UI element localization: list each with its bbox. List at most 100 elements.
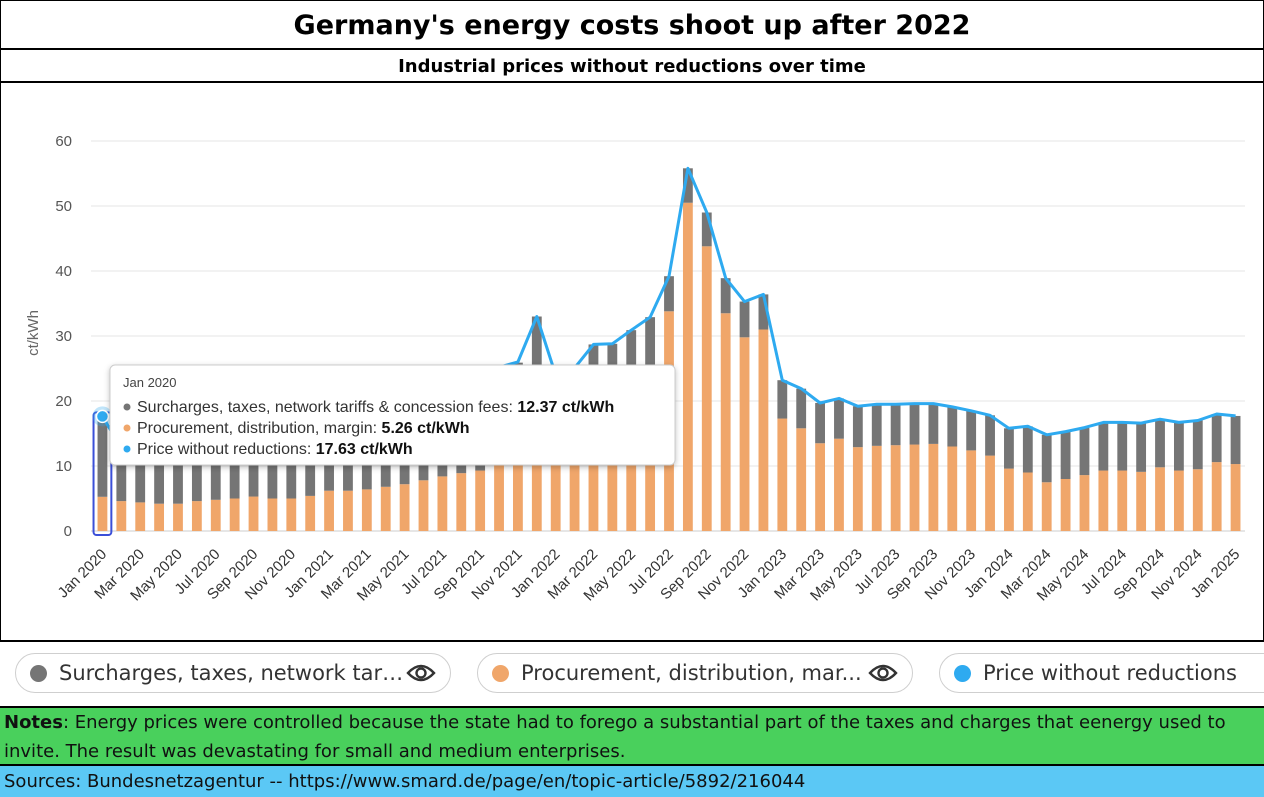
bar-surcharges[interactable] xyxy=(1117,422,1128,471)
bar-surcharges[interactable] xyxy=(97,416,108,497)
bar-surcharges[interactable] xyxy=(286,446,297,499)
bar-procurement[interactable] xyxy=(191,501,202,531)
bar-procurement[interactable] xyxy=(1004,468,1014,531)
bar-procurement[interactable] xyxy=(286,498,297,532)
bar-procurement[interactable] xyxy=(1098,470,1109,531)
bar-surcharges[interactable] xyxy=(229,446,240,499)
bar-procurement[interactable] xyxy=(210,499,221,531)
legend-item-price[interactable]: Price without reductions xyxy=(939,653,1264,693)
bar-procurement[interactable] xyxy=(1041,482,1052,531)
bar-procurement[interactable] xyxy=(418,480,429,531)
bars[interactable] xyxy=(92,168,1241,536)
bar-procurement[interactable] xyxy=(1022,472,1033,532)
bar-procurement[interactable] xyxy=(267,498,278,532)
bar-procurement[interactable] xyxy=(588,420,599,532)
bar-surcharges[interactable] xyxy=(871,404,882,446)
bar-surcharges[interactable] xyxy=(758,294,769,330)
bar-surcharges[interactable] xyxy=(154,451,165,504)
bar-surcharges[interactable] xyxy=(1230,415,1241,465)
bar-procurement[interactable] xyxy=(1173,470,1184,531)
bar-procurement[interactable] xyxy=(1211,462,1222,531)
bar-surcharges[interactable] xyxy=(531,316,542,393)
bar-procurement[interactable] xyxy=(758,329,769,532)
bar-procurement[interactable] xyxy=(928,443,939,531)
bar-surcharges[interactable] xyxy=(173,451,183,504)
hover-marker[interactable] xyxy=(95,409,110,424)
bar-surcharges[interactable] xyxy=(1060,431,1071,479)
bar-procurement[interactable] xyxy=(248,496,259,531)
bar-procurement[interactable] xyxy=(796,428,807,531)
bar-surcharges[interactable] xyxy=(947,406,958,447)
bar-surcharges[interactable] xyxy=(1211,414,1222,463)
bar-procurement[interactable] xyxy=(815,443,825,531)
bar-surcharges[interactable] xyxy=(890,404,901,446)
bar-surcharges[interactable] xyxy=(664,276,674,312)
bar-procurement[interactable] xyxy=(494,449,504,531)
bar-surcharges[interactable] xyxy=(645,317,656,395)
bar-procurement[interactable] xyxy=(890,445,901,531)
bar-procurement[interactable] xyxy=(437,476,448,531)
bar-surcharges[interactable] xyxy=(1098,422,1109,471)
bar-procurement[interactable] xyxy=(399,484,410,531)
bar-procurement[interactable] xyxy=(947,446,958,532)
bar-procurement[interactable] xyxy=(550,453,561,531)
bar-procurement[interactable] xyxy=(1060,479,1071,531)
bar-surcharges[interactable] xyxy=(248,444,259,497)
bar-procurement[interactable] xyxy=(324,490,334,531)
bar-surcharges[interactable] xyxy=(852,406,863,448)
bar-surcharges[interactable] xyxy=(116,447,127,502)
bar-surcharges[interactable] xyxy=(928,403,939,444)
bar-procurement[interactable] xyxy=(1155,467,1165,531)
bar-procurement[interactable] xyxy=(1230,464,1241,531)
bar-procurement[interactable] xyxy=(701,246,712,532)
bar-procurement[interactable] xyxy=(513,443,523,531)
bar-procurement[interactable] xyxy=(909,444,920,531)
bar-procurement[interactable] xyxy=(852,447,863,531)
bar-surcharges[interactable] xyxy=(1192,420,1203,470)
bar-procurement[interactable] xyxy=(1192,469,1203,531)
bar-surcharges[interactable] xyxy=(796,388,807,429)
bar-procurement[interactable] xyxy=(626,407,637,532)
bar-surcharges[interactable] xyxy=(682,168,693,203)
bar-procurement[interactable] xyxy=(871,445,882,531)
eye-icon[interactable] xyxy=(406,663,436,683)
bar-procurement[interactable] xyxy=(985,455,995,531)
eye-icon[interactable] xyxy=(868,663,898,683)
bar-procurement[interactable] xyxy=(97,496,108,531)
bar-surcharges[interactable] xyxy=(815,402,825,444)
bar-procurement[interactable] xyxy=(475,470,486,531)
bar-procurement[interactable] xyxy=(361,489,372,531)
bar-surcharges[interactable] xyxy=(720,278,731,314)
bar-surcharges[interactable] xyxy=(1022,426,1033,473)
bar-surcharges[interactable] xyxy=(701,212,712,247)
bar-procurement[interactable] xyxy=(777,418,788,531)
bar-procurement[interactable] xyxy=(116,501,127,531)
bar-procurement[interactable] xyxy=(739,337,750,531)
bar-surcharges[interactable] xyxy=(966,410,977,451)
bar-surcharges[interactable] xyxy=(739,301,750,338)
bar-surcharges[interactable] xyxy=(1136,423,1147,472)
bar-surcharges[interactable] xyxy=(305,443,316,496)
bar-surcharges[interactable] xyxy=(1155,419,1165,468)
bar-procurement[interactable] xyxy=(1136,471,1147,531)
bar-procurement[interactable] xyxy=(135,502,146,531)
bar-surcharges[interactable] xyxy=(1079,427,1090,476)
bar-procurement[interactable] xyxy=(720,313,731,531)
bar-procurement[interactable] xyxy=(173,503,183,531)
bar-procurement[interactable] xyxy=(682,202,693,531)
bar-procurement[interactable] xyxy=(1117,470,1128,531)
legend-item-procurement[interactable]: Procurement, distribution, mar... xyxy=(477,653,913,693)
bar-surcharges[interactable] xyxy=(210,447,221,500)
bar-procurement[interactable] xyxy=(229,498,240,532)
bar-surcharges[interactable] xyxy=(267,446,278,499)
bar-surcharges[interactable] xyxy=(1041,434,1052,483)
bar-procurement[interactable] xyxy=(569,443,580,531)
bar-procurement[interactable] xyxy=(343,490,353,531)
bar-surcharges[interactable] xyxy=(777,380,788,419)
bar-procurement[interactable] xyxy=(380,486,391,531)
bar-surcharges[interactable] xyxy=(135,449,146,503)
bar-procurement[interactable] xyxy=(1079,475,1090,531)
bar-procurement[interactable] xyxy=(305,495,316,531)
bar-procurement[interactable] xyxy=(966,450,977,531)
bar-surcharges[interactable] xyxy=(1004,428,1014,469)
